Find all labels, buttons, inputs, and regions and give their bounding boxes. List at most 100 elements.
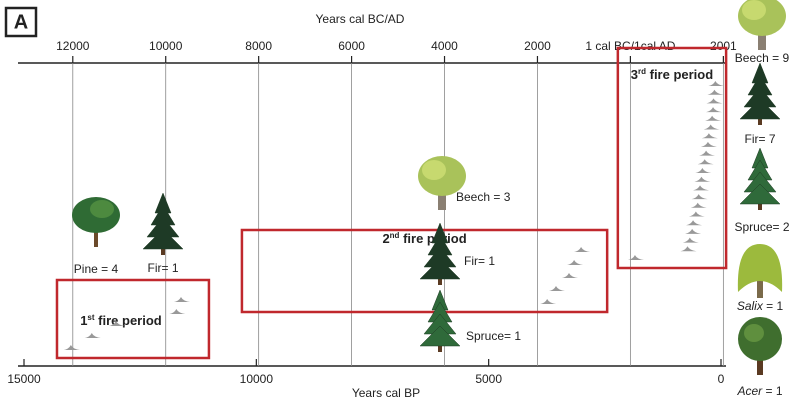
tree-label: Pine = 4 xyxy=(74,262,119,276)
foliage xyxy=(739,98,781,120)
date-distribution xyxy=(706,107,723,113)
date-distribution xyxy=(695,168,712,173)
tree-label: Fir= 1 xyxy=(464,254,495,268)
tree-name: Beech xyxy=(456,190,490,204)
trunk xyxy=(438,188,446,210)
trunk xyxy=(758,28,766,50)
date-distribution xyxy=(685,228,702,234)
x2-tick-label: 8000 xyxy=(245,39,272,53)
tree-label: Acer = 1 xyxy=(736,384,782,398)
tree-count: = 1 xyxy=(478,254,495,268)
trunk xyxy=(94,221,98,247)
date-distribution xyxy=(699,150,716,156)
period-name: fire period xyxy=(399,231,466,246)
tree-count: = 3 xyxy=(490,190,511,204)
foliage xyxy=(422,160,446,180)
foliage xyxy=(739,183,781,205)
x-tick-label: 0 xyxy=(718,372,725,386)
tree-label: Spruce= 1 xyxy=(466,329,521,343)
foliage xyxy=(742,0,766,20)
tree-count: = 2 xyxy=(773,220,790,234)
tree-name: Fir xyxy=(147,261,161,275)
tree-label: Spruce= 2 xyxy=(734,220,789,234)
x-tick-label: 5000 xyxy=(475,372,502,386)
tree-icon xyxy=(72,197,120,247)
date-distribution xyxy=(705,115,722,121)
fire-period-label: 1st fire period xyxy=(80,313,162,329)
period-suffix: st xyxy=(87,313,94,322)
tree-label: Salix = 1 xyxy=(737,299,784,313)
tree-name: Fir xyxy=(464,254,478,268)
tree-icon xyxy=(739,147,781,210)
period-name: fire period xyxy=(95,313,162,328)
tree-icon xyxy=(738,0,786,50)
date-distribution xyxy=(680,246,697,252)
date-distribution xyxy=(706,98,723,104)
date-distribution xyxy=(108,321,125,326)
date-distribution xyxy=(700,141,717,147)
panel-label: A xyxy=(14,11,28,33)
x2-tick-label: 2001 xyxy=(710,39,737,53)
x2-tick-label: 1 cal BC/1cal AD xyxy=(585,39,675,53)
panel-box xyxy=(4,6,38,38)
tree-label: Fir= 1 xyxy=(147,261,178,275)
tree-icon xyxy=(418,156,466,210)
date-distribution xyxy=(63,345,80,350)
foliage xyxy=(142,228,184,250)
tree-name: Fir xyxy=(744,132,758,146)
date-distribution xyxy=(694,176,711,182)
fire-period-box xyxy=(616,46,728,270)
date-distribution xyxy=(561,273,578,278)
x-axis-title: Years cal BP xyxy=(352,386,420,400)
x-tick-label: 10000 xyxy=(240,372,274,386)
tree-name: Spruce xyxy=(734,220,772,234)
period-suffix: nd xyxy=(390,231,400,240)
trunk xyxy=(757,274,763,298)
tree-icon xyxy=(738,317,782,375)
foliage xyxy=(90,200,114,218)
date-distribution xyxy=(169,309,186,314)
date-distribution xyxy=(703,124,720,130)
tree-count: = 1 xyxy=(763,299,784,313)
trunk xyxy=(438,344,442,352)
x2-tick-label: 4000 xyxy=(431,39,458,53)
fire-period-box xyxy=(55,278,211,360)
date-distribution xyxy=(707,89,724,95)
tree-name: Pine xyxy=(74,262,98,276)
date-distribution xyxy=(84,333,101,338)
x2-tick-label: 12000 xyxy=(56,39,90,53)
date-distribution xyxy=(697,159,714,165)
tree-label: Fir= 7 xyxy=(744,132,775,146)
date-distribution xyxy=(548,286,565,291)
tree-count: = 9 xyxy=(769,51,790,65)
trunk xyxy=(758,202,762,210)
date-distribution xyxy=(701,133,718,139)
tree-count: = 1 xyxy=(504,329,521,343)
tree-label: Beech = 9 xyxy=(735,51,790,65)
date-distribution xyxy=(682,237,699,243)
foliage xyxy=(744,324,764,342)
tree-icon xyxy=(419,289,461,352)
tree-name: Beech xyxy=(735,51,769,65)
period-suffix: rd xyxy=(638,67,646,76)
trunk xyxy=(758,117,762,125)
date-distribution xyxy=(567,260,584,265)
foliage xyxy=(419,325,461,347)
date-distribution xyxy=(693,185,710,191)
x2-tick-label: 6000 xyxy=(338,39,365,53)
period-name: fire period xyxy=(646,67,713,82)
date-distribution xyxy=(627,255,644,260)
tree-name: Acer xyxy=(736,384,763,398)
x-tick-label: 15000 xyxy=(7,372,41,386)
date-distribution xyxy=(540,299,557,304)
date-distribution xyxy=(690,202,707,208)
x2-tick-label: 10000 xyxy=(149,39,183,53)
tree-icon xyxy=(739,62,781,125)
date-distribution xyxy=(691,194,708,200)
x2-tick-label: 2000 xyxy=(524,39,551,53)
fire-period-label: 2nd fire period xyxy=(382,231,466,247)
x2-axis-title: Years cal BC/AD xyxy=(316,12,405,26)
tree-count: = 1 xyxy=(762,384,783,398)
